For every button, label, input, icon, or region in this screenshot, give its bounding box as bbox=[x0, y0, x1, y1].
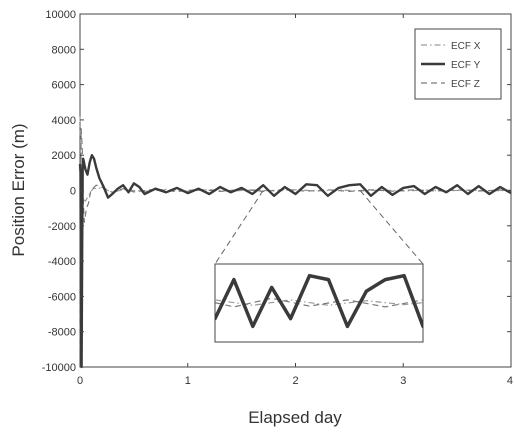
y-tick-label: 8000 bbox=[52, 44, 76, 56]
x-tick-label: 2 bbox=[292, 375, 298, 387]
y-tick-label: -2000 bbox=[48, 221, 76, 233]
series-layer bbox=[78, 116, 512, 369]
inset bbox=[214, 190, 424, 343]
series-line-ecf-x bbox=[79, 116, 512, 206]
y-tick-label: 0 bbox=[70, 186, 76, 198]
inset-connector-right bbox=[359, 190, 424, 265]
ticks-layer: -10000 -8000 -6000 -4000 -2000 0 2000 4000 6000 8… bbox=[42, 9, 513, 387]
y-tick-label: -8000 bbox=[48, 327, 76, 339]
series-line-ecf-y bbox=[78, 153, 512, 369]
y-tick-label: 6000 bbox=[52, 80, 76, 92]
y-tick-label: 4000 bbox=[52, 115, 76, 127]
legend-label: ECF Z bbox=[451, 79, 480, 90]
inset-line-ecf-x bbox=[215, 299, 423, 306]
x-tick-label: 3 bbox=[400, 375, 406, 387]
legend-label: ECF X bbox=[451, 41, 481, 52]
y-axis-title: Position Error (m) bbox=[9, 123, 28, 256]
y-tick-label: 2000 bbox=[52, 150, 76, 162]
x-tick-label: 0 bbox=[77, 375, 83, 387]
y-tick-label: -10000 bbox=[42, 362, 76, 374]
legend: ECF X ECF Y ECF Z bbox=[414, 28, 502, 100]
inset-line-ecf-z bbox=[215, 297, 423, 308]
inset-series bbox=[215, 273, 423, 329]
legend-label: ECF Y bbox=[451, 60, 481, 71]
y-tick-label: 10000 bbox=[45, 9, 76, 21]
y-tick-label: -6000 bbox=[48, 291, 76, 303]
x-axis-title: Elapsed day bbox=[248, 408, 342, 427]
x-tick-label: 4 bbox=[507, 375, 513, 387]
inset-connector-left bbox=[214, 190, 264, 265]
x-tick-label: 1 bbox=[185, 375, 191, 387]
inset-line-ecf-y bbox=[215, 273, 423, 329]
y-tick-label: -4000 bbox=[48, 256, 76, 268]
